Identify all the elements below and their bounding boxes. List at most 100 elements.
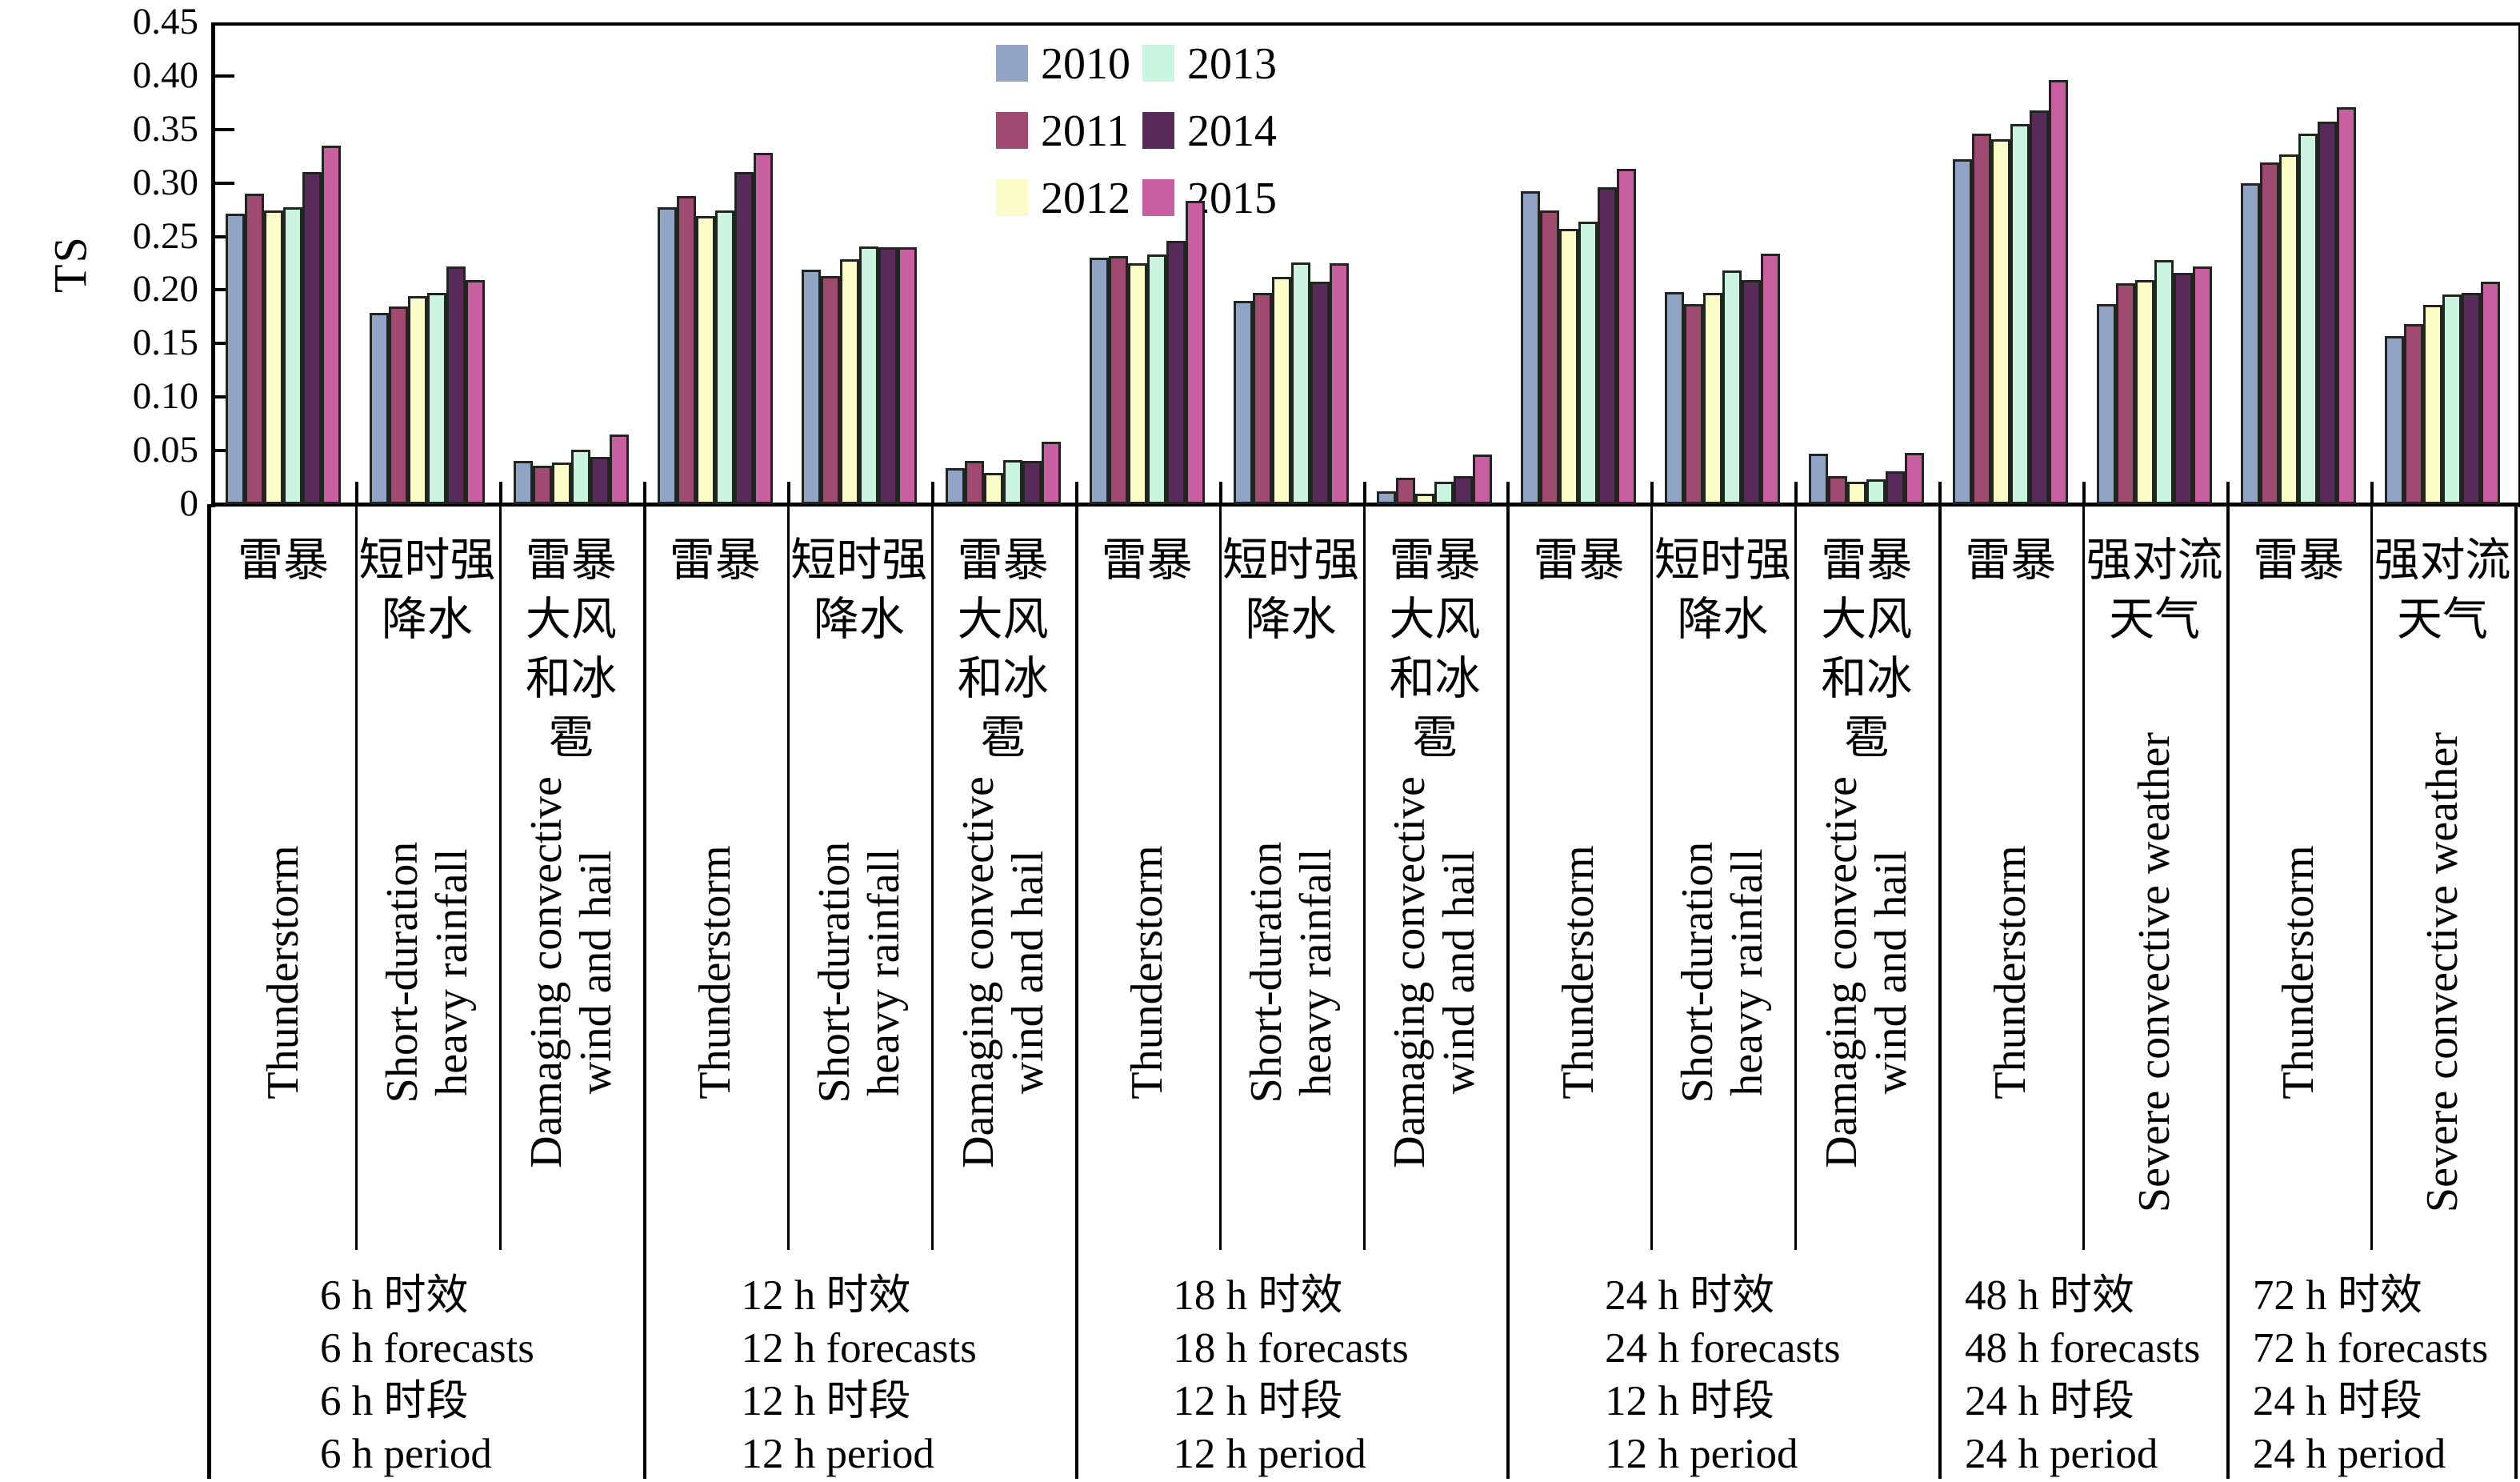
bar-2010 xyxy=(514,461,533,504)
category-label-cn: 雷暴 大风 和冰雹 xyxy=(1389,535,1481,763)
bar-2010 xyxy=(658,207,677,504)
x-tick-mark xyxy=(1219,482,1222,504)
bar-2014 xyxy=(446,266,466,504)
bar-2012 xyxy=(1128,263,1147,504)
bar-2012 xyxy=(2423,305,2442,504)
bar-2014 xyxy=(2174,273,2193,504)
x-tick-mark xyxy=(1506,482,1510,504)
category-label-cn: 雷暴 xyxy=(237,535,329,586)
bar-2011 xyxy=(1109,256,1128,504)
legend-year-label: 2012 xyxy=(1041,174,1130,223)
x-tick-mark xyxy=(2082,482,2086,504)
x-tick-mark xyxy=(643,482,646,504)
y-tick-mark xyxy=(215,342,234,346)
bar-2011 xyxy=(2260,162,2279,504)
category-label-en: Short-duration heavy rainfall xyxy=(1673,841,1772,1103)
y-tick-label: 0.40 xyxy=(132,54,198,96)
legend-color-swatch xyxy=(1142,179,1174,216)
category-label-cn: 短时强 降水 xyxy=(358,535,496,645)
bar-2015 xyxy=(1473,455,1492,504)
bar-2015 xyxy=(2481,282,2500,504)
section-separator xyxy=(2226,504,2230,1479)
bar-2010 xyxy=(2241,183,2260,504)
bar-2015 xyxy=(610,435,629,504)
column-separator xyxy=(2082,504,2085,1250)
bar-2014 xyxy=(1742,280,1761,504)
bar-2011 xyxy=(1684,304,1703,504)
legend-year-label: 2010 xyxy=(1041,39,1130,89)
bar-2010 xyxy=(2385,336,2404,504)
section-footer-lines: 18 h 时效 18 h forecasts 12 h 时段 12 h period xyxy=(1173,1272,1409,1477)
bar-2011 xyxy=(2404,324,2423,504)
bar-2012 xyxy=(2279,154,2298,504)
left-frame-line xyxy=(207,504,211,1479)
bar-2011 xyxy=(677,196,696,504)
bar-2014 xyxy=(590,457,610,504)
column-separator xyxy=(1219,504,1222,1250)
legend-year-label: 2013 xyxy=(1187,39,1277,89)
category-label-cn: 雷暴 xyxy=(1965,535,2057,586)
y-tick-mark xyxy=(215,288,234,292)
bar-2014 xyxy=(1886,471,1905,504)
y-tick-label: 0.30 xyxy=(132,161,198,203)
category-label-en: Damaging convective wind and hail xyxy=(1385,776,1484,1168)
category-label-cn: 强对流 天气 xyxy=(2086,535,2223,645)
bar-2015 xyxy=(1617,169,1636,504)
y-tick-mark xyxy=(215,449,234,453)
bar-2015 xyxy=(322,146,341,504)
category-label-cn: 雷暴 xyxy=(669,535,761,586)
bar-2013 xyxy=(2442,294,2462,504)
bar-2014 xyxy=(734,172,754,504)
x-tick-mark xyxy=(499,482,502,504)
bar-2013 xyxy=(2154,260,2174,504)
y-tick-mark xyxy=(215,74,234,78)
category-label-cn: 雷暴 大风 和冰雹 xyxy=(525,535,617,763)
bar-2011 xyxy=(2116,283,2135,504)
bar-2012 xyxy=(2135,280,2154,504)
section-footer: 6 h 时效 6 h forecasts 6 h 时段 6 h period xyxy=(211,1269,643,1480)
bar-2013 xyxy=(1434,482,1454,504)
bar-2014 xyxy=(878,247,898,504)
section-footer: 12 h 时效 12 h forecasts 12 h 时段 12 h period xyxy=(643,1269,1075,1480)
bar-2010 xyxy=(1521,191,1540,504)
bar-2014 xyxy=(302,172,322,504)
bar-2015 xyxy=(2049,80,2068,504)
section-footer-lines: 12 h 时效 12 h forecasts 12 h 时段 12 h period xyxy=(741,1272,977,1477)
section-footer-lines: 24 h 时效 24 h forecasts 12 h 时段 12 h period xyxy=(1605,1272,1841,1477)
bar-2011 xyxy=(389,306,408,504)
column-separator xyxy=(787,504,790,1250)
category-label-en: Thunderstorm xyxy=(1554,845,1603,1099)
legend-color-swatch xyxy=(996,112,1028,149)
bar-2015 xyxy=(1330,263,1349,504)
bar-2015 xyxy=(1042,442,1061,504)
y-tick-mark xyxy=(215,127,234,131)
bar-2014 xyxy=(2462,293,2481,504)
bar-2011 xyxy=(245,194,264,504)
bar-2012 xyxy=(1703,293,1722,504)
x-tick-mark xyxy=(931,482,934,504)
y-tick-label: 0.15 xyxy=(132,322,198,364)
bar-2012 xyxy=(696,216,715,504)
bar-2010 xyxy=(1090,258,1109,504)
category-label-en: Thunderstorm xyxy=(2274,845,2323,1099)
x-axis-line xyxy=(211,503,2520,507)
category-label-cn: 雷暴 xyxy=(2253,535,2345,586)
bar-2015 xyxy=(754,153,773,504)
bar-2012 xyxy=(1847,482,1866,504)
category-label-en: Thunderstorm xyxy=(1986,845,2035,1099)
bar-2014 xyxy=(2318,122,2337,504)
bar-2013 xyxy=(1578,222,1598,504)
category-label-cn: 强对流 天气 xyxy=(2374,535,2511,645)
bar-2014 xyxy=(1166,241,1186,504)
category-label-en: Short-duration heavy rainfall xyxy=(1242,841,1341,1103)
bar-2013 xyxy=(1147,254,1166,504)
bar-2013 xyxy=(1722,270,1742,504)
section-footer-lines: 72 h 时效 72 h forecasts 24 h 时段 24 h period xyxy=(2252,1272,2489,1477)
x-tick-mark xyxy=(1794,482,1798,504)
section-footer: 48 h 时效 48 h forecasts 24 h 时段 24 h period xyxy=(1938,1269,2226,1480)
bar-2012 xyxy=(840,259,859,504)
category-label-cn: 短时强 降水 xyxy=(1654,535,1791,645)
x-tick-mark xyxy=(2370,482,2374,504)
category-label-cn: 雷暴 大风 和冰雹 xyxy=(1821,535,1913,763)
